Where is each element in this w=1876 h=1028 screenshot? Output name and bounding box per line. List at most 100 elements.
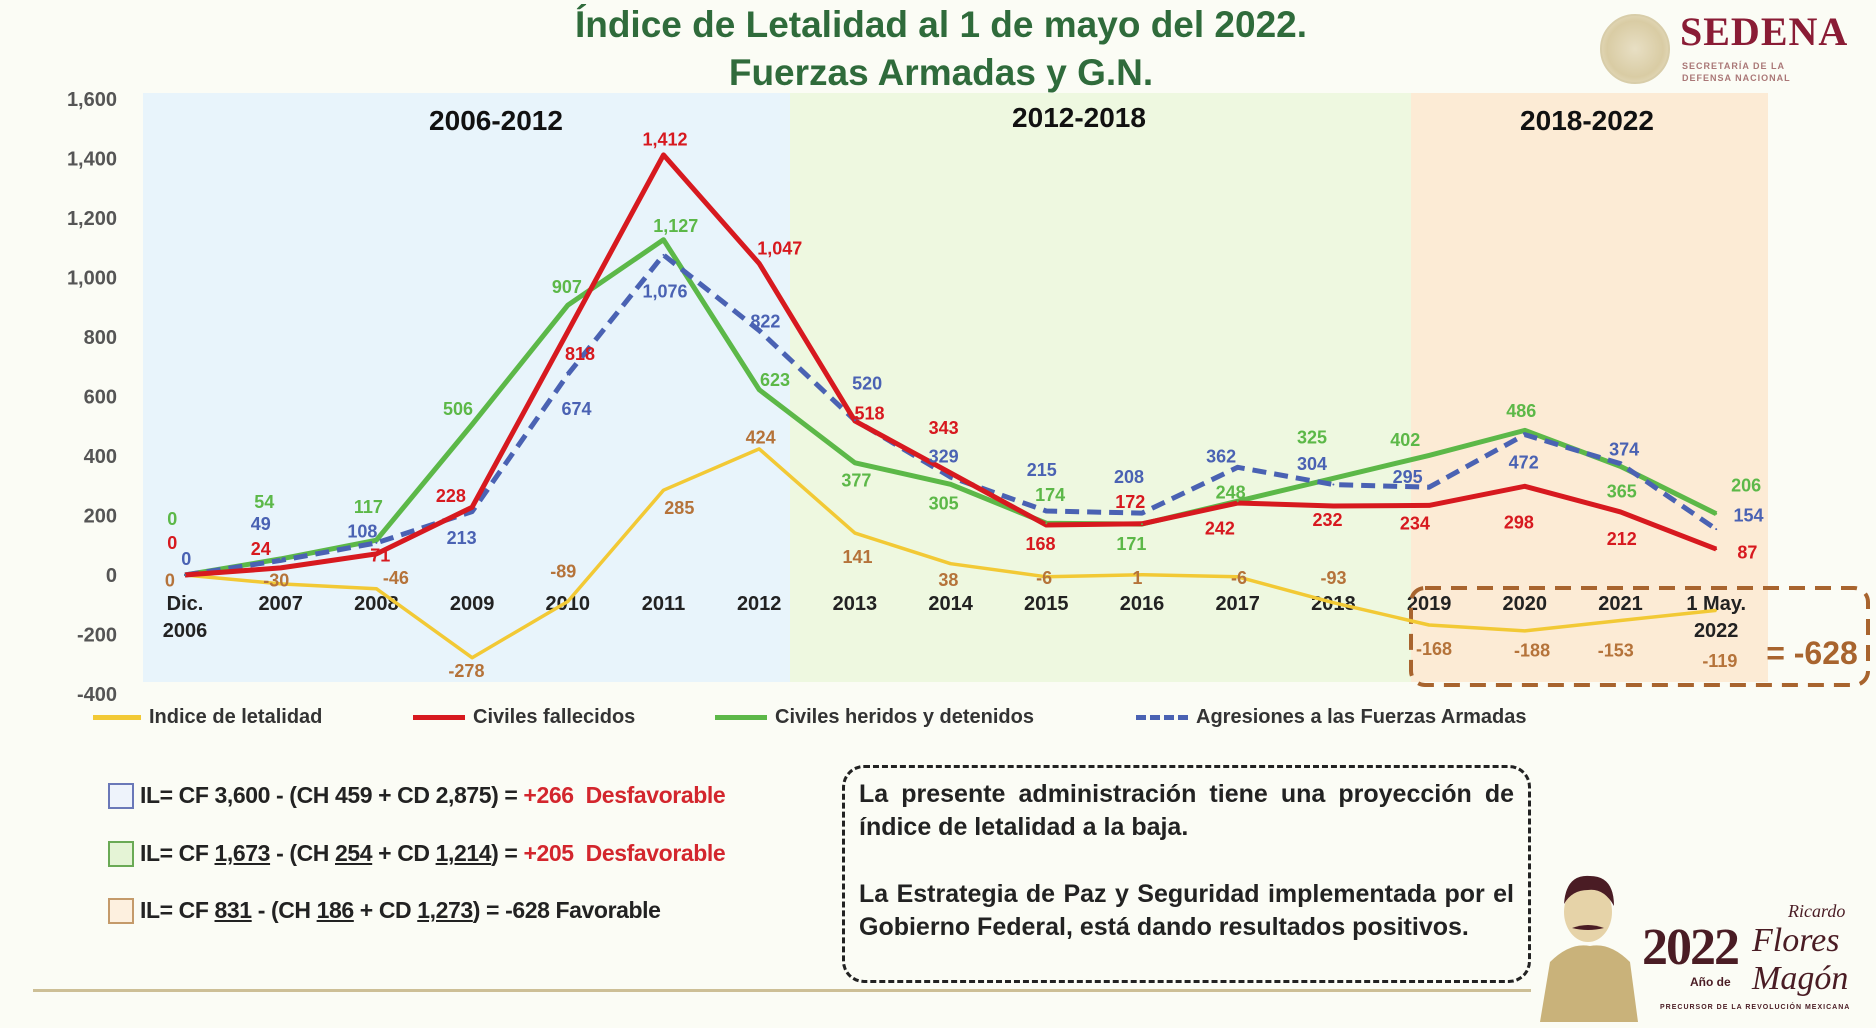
data-point [566, 304, 569, 307]
data-label: 0 [167, 533, 177, 553]
data-point [1045, 575, 1048, 578]
formula-text: 831 [214, 897, 253, 923]
data-point [471, 510, 474, 513]
data-point [1332, 504, 1335, 507]
data-label: 472 [1509, 453, 1539, 473]
data-point [1332, 483, 1335, 486]
magon-sub: PRECURSOR DE LA REVOLUCIÓN MEXICANA [1660, 1004, 1851, 1011]
formula-text: 1,273 [417, 897, 473, 923]
data-point [949, 476, 952, 479]
data-point [1715, 528, 1718, 531]
data-point [471, 506, 474, 509]
data-label: 295 [1393, 467, 1423, 487]
data-label: 232 [1313, 510, 1343, 530]
x-tick-label: 2019 [1407, 593, 1452, 615]
legend-label: Civiles fallecidos [473, 706, 636, 728]
data-point [1045, 510, 1048, 513]
data-label: 424 [746, 428, 776, 448]
data-label: 329 [929, 447, 959, 467]
data-label: 907 [552, 277, 582, 297]
data-point [471, 656, 474, 659]
x-tick-label: Dic. [167, 593, 204, 615]
data-label: 242 [1205, 518, 1235, 538]
data-label: 304 [1297, 454, 1327, 474]
y-tick-label: -400 [77, 684, 117, 706]
title-line-2: Fuerzas Armadas y G.N. [728, 52, 1154, 93]
period-label: 2018-2022 [1520, 105, 1654, 136]
data-point [279, 566, 282, 569]
data-label: 171 [1116, 534, 1146, 554]
x-tick-label: 2017 [1215, 593, 1260, 615]
data-label: 1 [1132, 568, 1142, 588]
data-label: 674 [561, 399, 591, 419]
y-tick-label: 1,000 [67, 268, 117, 290]
data-point [1236, 575, 1239, 578]
x-tick-label: 2009 [450, 593, 495, 615]
data-label: -188 [1514, 640, 1550, 660]
sedena-sub-1: SECRETARÍA DE LA [1682, 61, 1786, 71]
data-point [1715, 609, 1718, 612]
formula-text: + CD [353, 897, 418, 923]
data-point [375, 539, 378, 542]
data-point [1141, 523, 1143, 526]
data-label: 298 [1504, 512, 1534, 532]
data-point [375, 541, 378, 544]
x-tick-label: 2022 [1694, 620, 1739, 642]
formula-text: + CD [372, 840, 436, 866]
data-point [279, 582, 282, 585]
period-band [790, 93, 1411, 682]
period-label: 2006-2012 [429, 105, 563, 136]
portrait-icon [1540, 875, 1638, 1022]
data-point [1715, 512, 1718, 515]
data-label: 1,076 [642, 282, 687, 302]
data-point [279, 557, 282, 560]
formula-row: IL= CF 831 - (CH 186 + CD 1,273) = -628 … [108, 897, 661, 924]
formula-text: IL= CF 3,600 - (CH 459 + CD 2,875) = [140, 782, 524, 808]
formula-text: IL= CF [140, 897, 215, 923]
x-tick-label: 2007 [258, 593, 303, 615]
x-tick-label: 2015 [1024, 593, 1069, 615]
data-label: 172 [1115, 492, 1145, 512]
data-point [1523, 629, 1526, 632]
data-point [1045, 522, 1048, 525]
y-tick-label: 400 [84, 446, 117, 468]
data-point [662, 253, 665, 256]
legend-heridos: Civiles heridos y detenidos [715, 706, 1034, 729]
data-label: 374 [1609, 440, 1639, 460]
formula-text: +266 Desfavorable [523, 782, 726, 808]
data-point [949, 483, 952, 486]
data-label: 486 [1506, 401, 1536, 421]
data-label: 377 [841, 471, 871, 491]
formula-text: 1,673 [214, 840, 271, 866]
data-point [1428, 454, 1431, 457]
legend-swatch [413, 715, 465, 720]
data-point [1428, 623, 1431, 626]
data-label: 362 [1206, 447, 1236, 467]
x-tick-label: 2020 [1503, 593, 1548, 615]
data-label: 623 [760, 370, 790, 390]
data-label: 1,127 [653, 216, 698, 236]
legend-swatch [715, 715, 767, 720]
formula-text: - (CH [251, 897, 317, 923]
data-point [853, 532, 856, 535]
legend-indice: Indice de letalidad [93, 706, 322, 729]
note-box: La presente administración tiene una pro… [842, 765, 1531, 983]
data-point [566, 330, 569, 333]
formula-text: +205 Desfavorable [523, 840, 726, 866]
legend-agresiones: Agresiones a las Fuerzas Armadas [1136, 706, 1527, 729]
legend-swatch [1136, 715, 1188, 720]
data-point [853, 461, 856, 464]
data-label: 822 [750, 312, 780, 332]
data-point [1523, 485, 1526, 488]
data-point [758, 329, 761, 332]
legend-swatch [93, 715, 141, 720]
x-tick-label: 2011 [642, 593, 685, 615]
x-tick-label: 1 May. [1686, 593, 1746, 615]
period-band [1411, 93, 1768, 682]
data-label: 248 [1216, 483, 1246, 503]
data-point [1236, 502, 1239, 505]
formula-text: ) = -628 Favorable [472, 897, 661, 923]
data-point [1619, 510, 1622, 513]
data-label: 285 [664, 498, 694, 518]
data-label: -168 [1416, 639, 1452, 659]
